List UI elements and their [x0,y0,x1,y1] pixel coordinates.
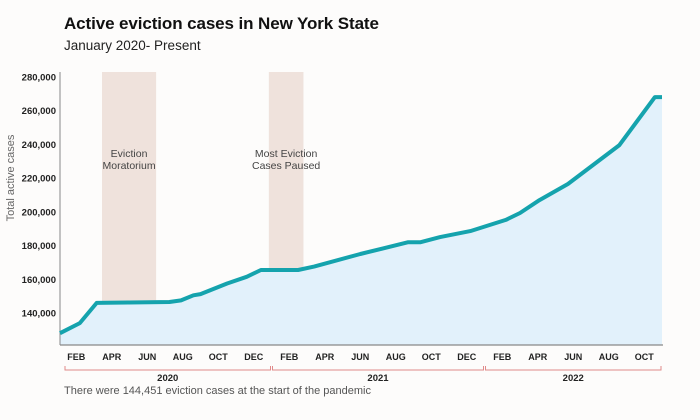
y-tick-label: 140,000 [22,309,56,320]
axes-layer [59,72,663,371]
y-tick-label: 240,000 [22,140,56,151]
x-tick-label: AUG [386,352,406,362]
x-tick-label: JUN [138,352,156,362]
x-tick-label: DEC [244,352,264,362]
year-bracket-2021 [272,366,484,371]
year-label-2021: 2021 [367,373,389,384]
band-label-1: Moratorium [103,160,156,172]
x-tick-label: AUG [173,352,193,362]
chart-subtitle: January 2020- Present [64,38,201,53]
x-tick-label: DEC [457,352,477,362]
y-tick-label: 160,000 [22,275,56,286]
year-label-2020: 2020 [157,373,178,384]
x-tick-label: FEB [493,352,512,362]
x-tick-label: APR [315,352,335,362]
y-tick-label: 180,000 [22,241,56,252]
y-tick-label: 220,000 [22,174,56,185]
y-tick-label: 280,000 [22,73,56,84]
x-tick-label: OCT [422,352,442,362]
footnote: There were 144,451 eviction cases at the… [64,385,371,397]
x-tick-label: AUG [599,352,619,362]
x-tick-label: OCT [209,352,229,362]
year-label-2022: 2022 [563,373,584,384]
band-label-2: Most Eviction [255,148,318,160]
year-bracket-2022 [485,366,662,371]
x-tick-label: FEB [280,352,299,362]
chart-title: Active eviction cases in New York State [64,14,379,33]
series-area [60,97,662,345]
series-line [59,95,662,335]
y-tick-label: 260,000 [22,106,56,117]
x-tick-label: OCT [635,352,655,362]
shaded-band-1 [101,72,157,345]
area-layer [60,97,662,345]
x-tick-label: APR [102,352,122,362]
year-bracket-2020 [64,366,271,371]
y-axis-label: Total active cases [5,134,17,221]
line-layer [59,95,662,335]
y-tick-label: 200,000 [22,207,56,218]
x-tick-label: JUN [351,352,369,362]
band-label-2: Cases Paused [252,160,320,172]
band-layer [101,72,304,345]
band-label-1: Eviction [111,148,148,160]
x-tick-label: JUN [564,352,582,362]
x-tick-label: APR [528,352,548,362]
x-tick-label: FEB [67,352,86,362]
